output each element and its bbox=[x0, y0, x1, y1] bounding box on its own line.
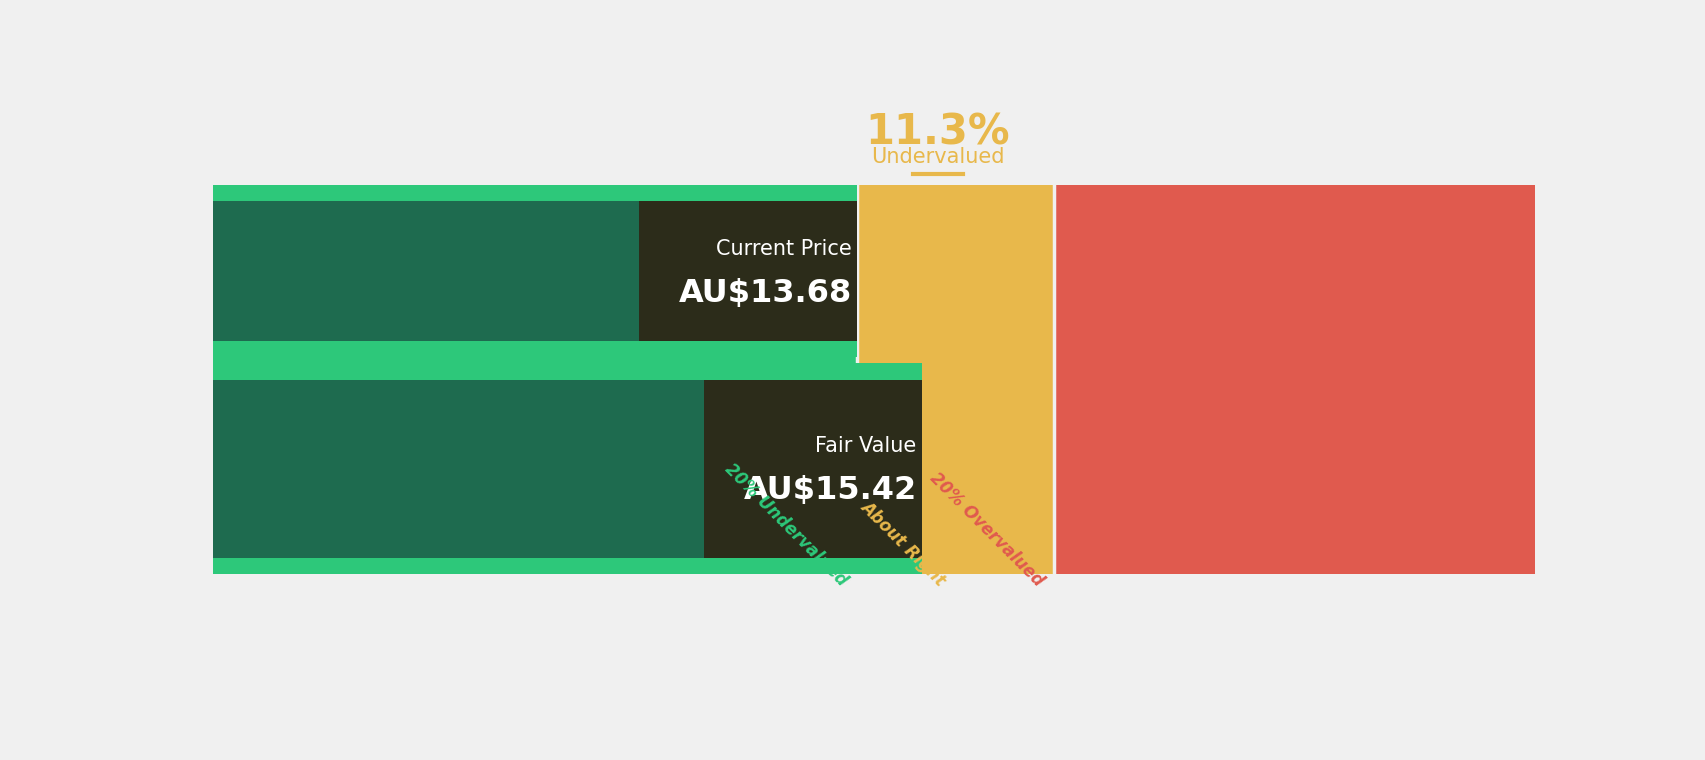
Text: 11.3%: 11.3% bbox=[864, 112, 1009, 154]
Bar bbox=[213, 201, 856, 341]
Bar bbox=[213, 380, 921, 558]
Text: About Right: About Right bbox=[856, 498, 948, 590]
Bar bbox=[213, 185, 856, 357]
Bar bbox=[704, 380, 921, 558]
Bar bbox=[1054, 185, 1534, 574]
Text: Undervalued: Undervalued bbox=[871, 147, 1004, 166]
Bar bbox=[213, 363, 921, 574]
Bar bbox=[213, 185, 856, 574]
Bar bbox=[856, 185, 1054, 574]
Text: AU$15.42: AU$15.42 bbox=[743, 476, 916, 506]
Text: AU$13.68: AU$13.68 bbox=[679, 278, 851, 309]
Text: 20% Overvalued: 20% Overvalued bbox=[926, 469, 1047, 590]
Text: Fair Value: Fair Value bbox=[815, 436, 916, 457]
Text: Current Price: Current Price bbox=[716, 239, 851, 259]
Text: 20% Undervalued: 20% Undervalued bbox=[721, 460, 851, 590]
Bar bbox=[639, 201, 856, 341]
